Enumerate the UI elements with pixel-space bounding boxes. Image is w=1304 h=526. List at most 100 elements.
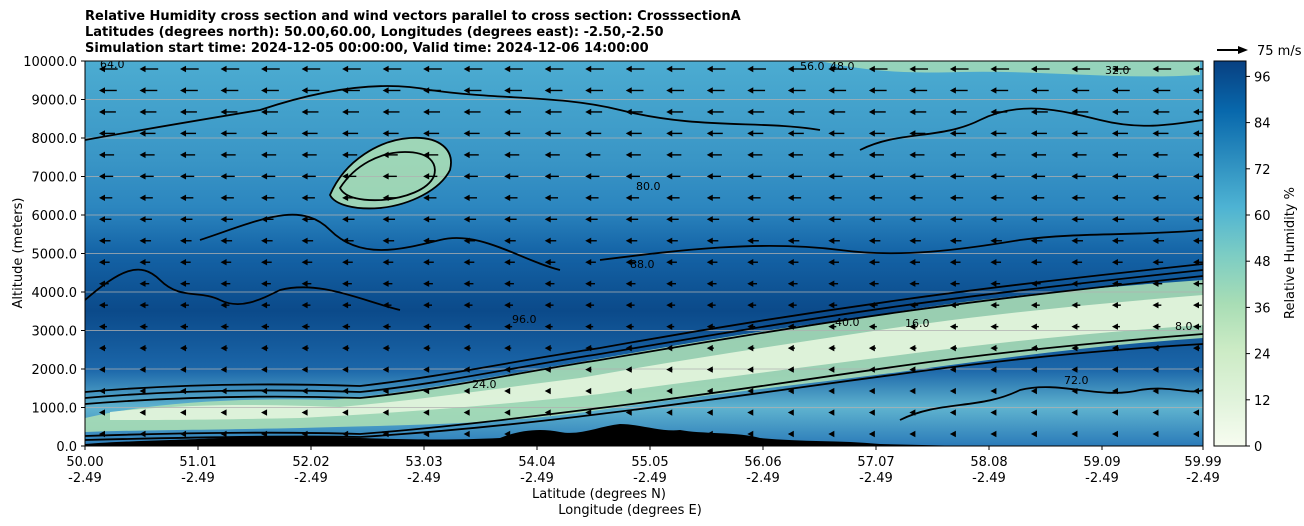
wind-vector-head [1111, 409, 1118, 416]
wind-vector-head [261, 409, 268, 416]
wind-vector-head [666, 323, 673, 330]
wind-vector-head [585, 173, 592, 180]
wind-vector-head [1111, 366, 1118, 373]
wind-vector-head [585, 130, 592, 137]
wind-vector-head [301, 387, 308, 395]
wind-vector-head [828, 173, 835, 180]
x-tick-lon: -2.49 [746, 471, 780, 486]
wind-vector-head [382, 151, 389, 159]
y-tick-label: 9000.0 [32, 94, 78, 109]
wind-vector-head [990, 409, 997, 416]
wind-vector-head [625, 323, 632, 330]
wind-vector-head [868, 237, 875, 244]
wind-vector-head [544, 108, 551, 116]
x-tick-lon: -2.49 [294, 471, 328, 486]
wind-vector-head [747, 280, 754, 287]
wind-vector-head [1030, 344, 1037, 352]
wind-vector-head [382, 387, 389, 395]
wind-vector-head [1071, 344, 1078, 352]
wind-vector-head [504, 323, 511, 330]
wind-vectors [99, 65, 1203, 438]
x-tick-lon: -2.49 [68, 471, 102, 486]
wind-vector-head [342, 387, 349, 395]
wind-vector-head [828, 344, 835, 352]
wind-vector-head [261, 430, 268, 438]
wind-vector-head [909, 216, 916, 223]
wind-vector-head [747, 151, 754, 159]
wind-vector-head [909, 301, 916, 309]
wind-vector-head [747, 323, 754, 330]
wind-vector-head [1152, 409, 1159, 416]
wind-vector-head [747, 87, 754, 94]
wind-vector-head [99, 409, 105, 416]
x-tick-lat: 50.00 [66, 455, 103, 470]
wind-vector-head [261, 108, 268, 116]
wind-vector-head [949, 65, 956, 73]
wind-vector-head [1193, 151, 1199, 159]
contour-label: 96.0 [512, 313, 537, 326]
wind-vector-head [666, 280, 673, 287]
y-tick-label: 2000.0 [32, 363, 78, 378]
contour-label: 56.0 [800, 60, 825, 73]
contour-label: 48.0 [830, 60, 855, 73]
wind-vector-head [909, 366, 916, 373]
wind-vector-head [1193, 409, 1199, 416]
wind-vector-head [220, 151, 227, 159]
colorbar-tick: 84 [1254, 117, 1271, 132]
wind-vector-head [949, 366, 956, 373]
wind-vector-head [301, 194, 308, 202]
wind-vector-head [139, 108, 146, 116]
wind-vector-head [747, 366, 754, 373]
wind-vector-head [828, 387, 835, 395]
colorbar-tick: 12 [1254, 394, 1271, 409]
wind-vector-head [1193, 108, 1199, 116]
wind-vector-head [504, 130, 511, 137]
wind-vector-head [261, 130, 268, 137]
wind-vector-head [868, 108, 875, 116]
wind-vector-head [220, 366, 227, 373]
wind-vector-head [949, 387, 956, 395]
wind-vector-head [504, 301, 511, 309]
wind-vector-head [1193, 130, 1199, 137]
y-tick-label: 8000.0 [32, 132, 78, 147]
wind-vector-head [828, 87, 835, 94]
wind-vector-head [1152, 65, 1159, 73]
wind-vector-head [990, 237, 997, 244]
wind-vector-head [139, 409, 146, 416]
wind-vector-head [625, 409, 632, 416]
wind-vector-head [1193, 65, 1199, 73]
wind-vector-head [828, 130, 835, 137]
wind-vector-head [261, 173, 268, 180]
wind-vector-head [1193, 430, 1199, 438]
x-tick-lat: 52.02 [292, 455, 329, 470]
wind-vector-head [220, 130, 227, 137]
wind-vector-head [1152, 323, 1159, 330]
wind-vector-head [463, 323, 470, 330]
wind-vector-head [1152, 366, 1159, 373]
wind-vector-head [1030, 108, 1037, 116]
wind-vector-head [220, 65, 227, 73]
wind-vector-head [463, 366, 470, 373]
wind-vector-head [1030, 409, 1037, 416]
wind-vector-head [909, 344, 916, 352]
wind-vector-head [828, 409, 835, 416]
wind-vector-head [382, 301, 389, 309]
wind-vector-head [423, 87, 430, 94]
wind-vector-head [625, 194, 632, 202]
wind-vector-head [666, 130, 673, 137]
wind-vector-head [504, 173, 511, 180]
wind-vector-head [463, 237, 470, 244]
wind-vector-head [625, 366, 632, 373]
wind-vector-head [1111, 173, 1118, 180]
wind-vector-head [463, 87, 470, 94]
wind-vector-head [868, 366, 875, 373]
wind-vector-head [787, 194, 794, 202]
wind-vector-head [747, 259, 754, 266]
wind-vector-head [1152, 194, 1159, 202]
wind-vector-head [544, 173, 551, 180]
wind-vector-head [180, 301, 187, 309]
wind-vector-head [180, 108, 187, 116]
wind-vector-head [625, 344, 632, 352]
y-tick-label: 10000.0 [23, 55, 77, 70]
colorbar-tick: 24 [1254, 348, 1271, 363]
